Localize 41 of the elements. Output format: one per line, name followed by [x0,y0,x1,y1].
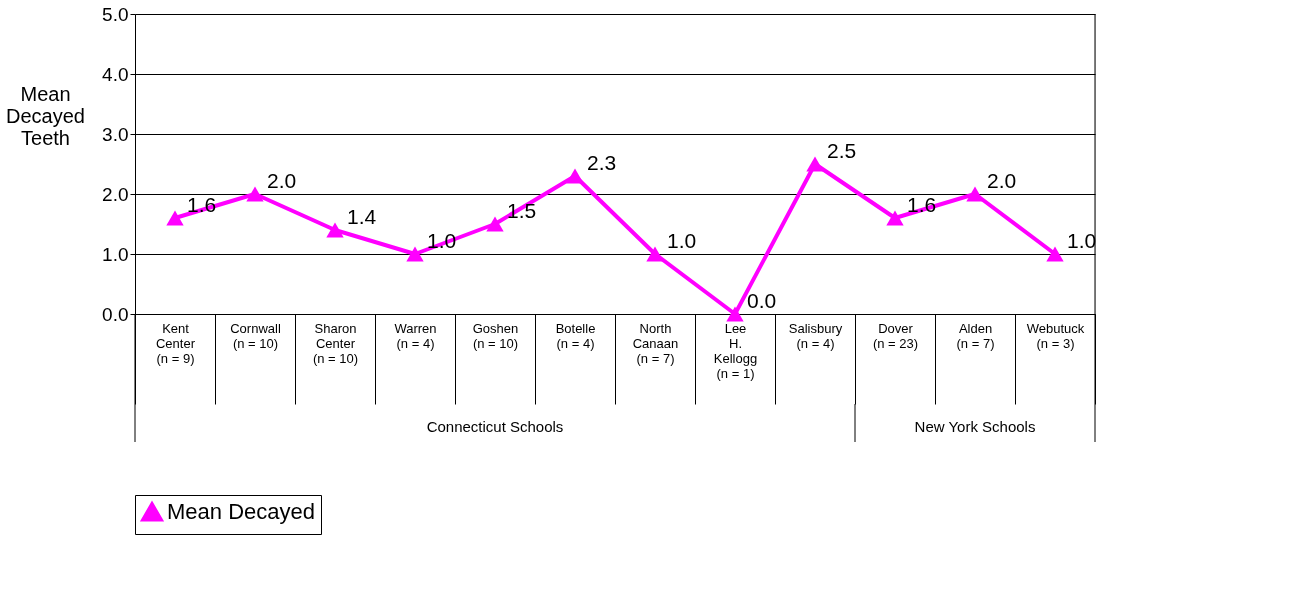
point [1046,246,1064,262]
point [726,306,744,322]
y-tick-label: 4.0 [102,63,129,85]
point [966,186,984,202]
x-tick-label: North Canaan (n = 7) [632,320,679,366]
x-tick-label: Kent Center (n = 9) [155,320,196,366]
legend-label: Mean Decayed [167,499,315,524]
x-tick-label: Dover (n = 23) [872,320,919,351]
y-tick-label: 0.0 [102,303,129,325]
y-axis-title: Mean Decayed Teeth [6,82,85,149]
text: 2.3 [587,151,617,174]
x-tick-label: Lee H. Kellogg (n = 1) [713,320,758,381]
x-tick-label: Cornwall (n = 10) [230,320,281,351]
text: New York Schools [914,418,1036,435]
y-tick-label: 2.0 [102,183,129,205]
text: 0.0 [747,289,777,312]
x-tick-label: Sharon Center (n = 10) [312,320,359,366]
text: 1.4 [347,205,377,228]
text: 2.0 [987,169,1017,192]
y-tick-label: 5.0 [102,3,129,25]
point [886,210,904,226]
y-tick-label: 3.0 [102,123,129,145]
point [486,216,504,232]
x-tick-label: Botelle (n = 4) [555,320,596,351]
x-tick-label: Alden (n = 7) [956,320,995,351]
text: 1.0 [667,229,697,252]
y-tick-label: 1.0 [102,243,129,265]
point [326,222,344,238]
point [566,168,584,184]
point [646,246,664,262]
text: 2.0 [267,169,297,192]
x-tick-label: Salisbury (n = 4) [788,320,843,351]
x-tick-label: Warren (n = 4) [394,320,437,351]
point [246,186,264,202]
point [806,156,824,172]
point [166,210,184,226]
point [406,246,424,262]
text: 2.5 [827,139,857,162]
x-tick-label: Goshen (n = 10) [472,320,519,351]
x-tick-label: Webutuck (n = 3) [1026,320,1085,351]
text: Connecticut Schools [426,418,564,435]
